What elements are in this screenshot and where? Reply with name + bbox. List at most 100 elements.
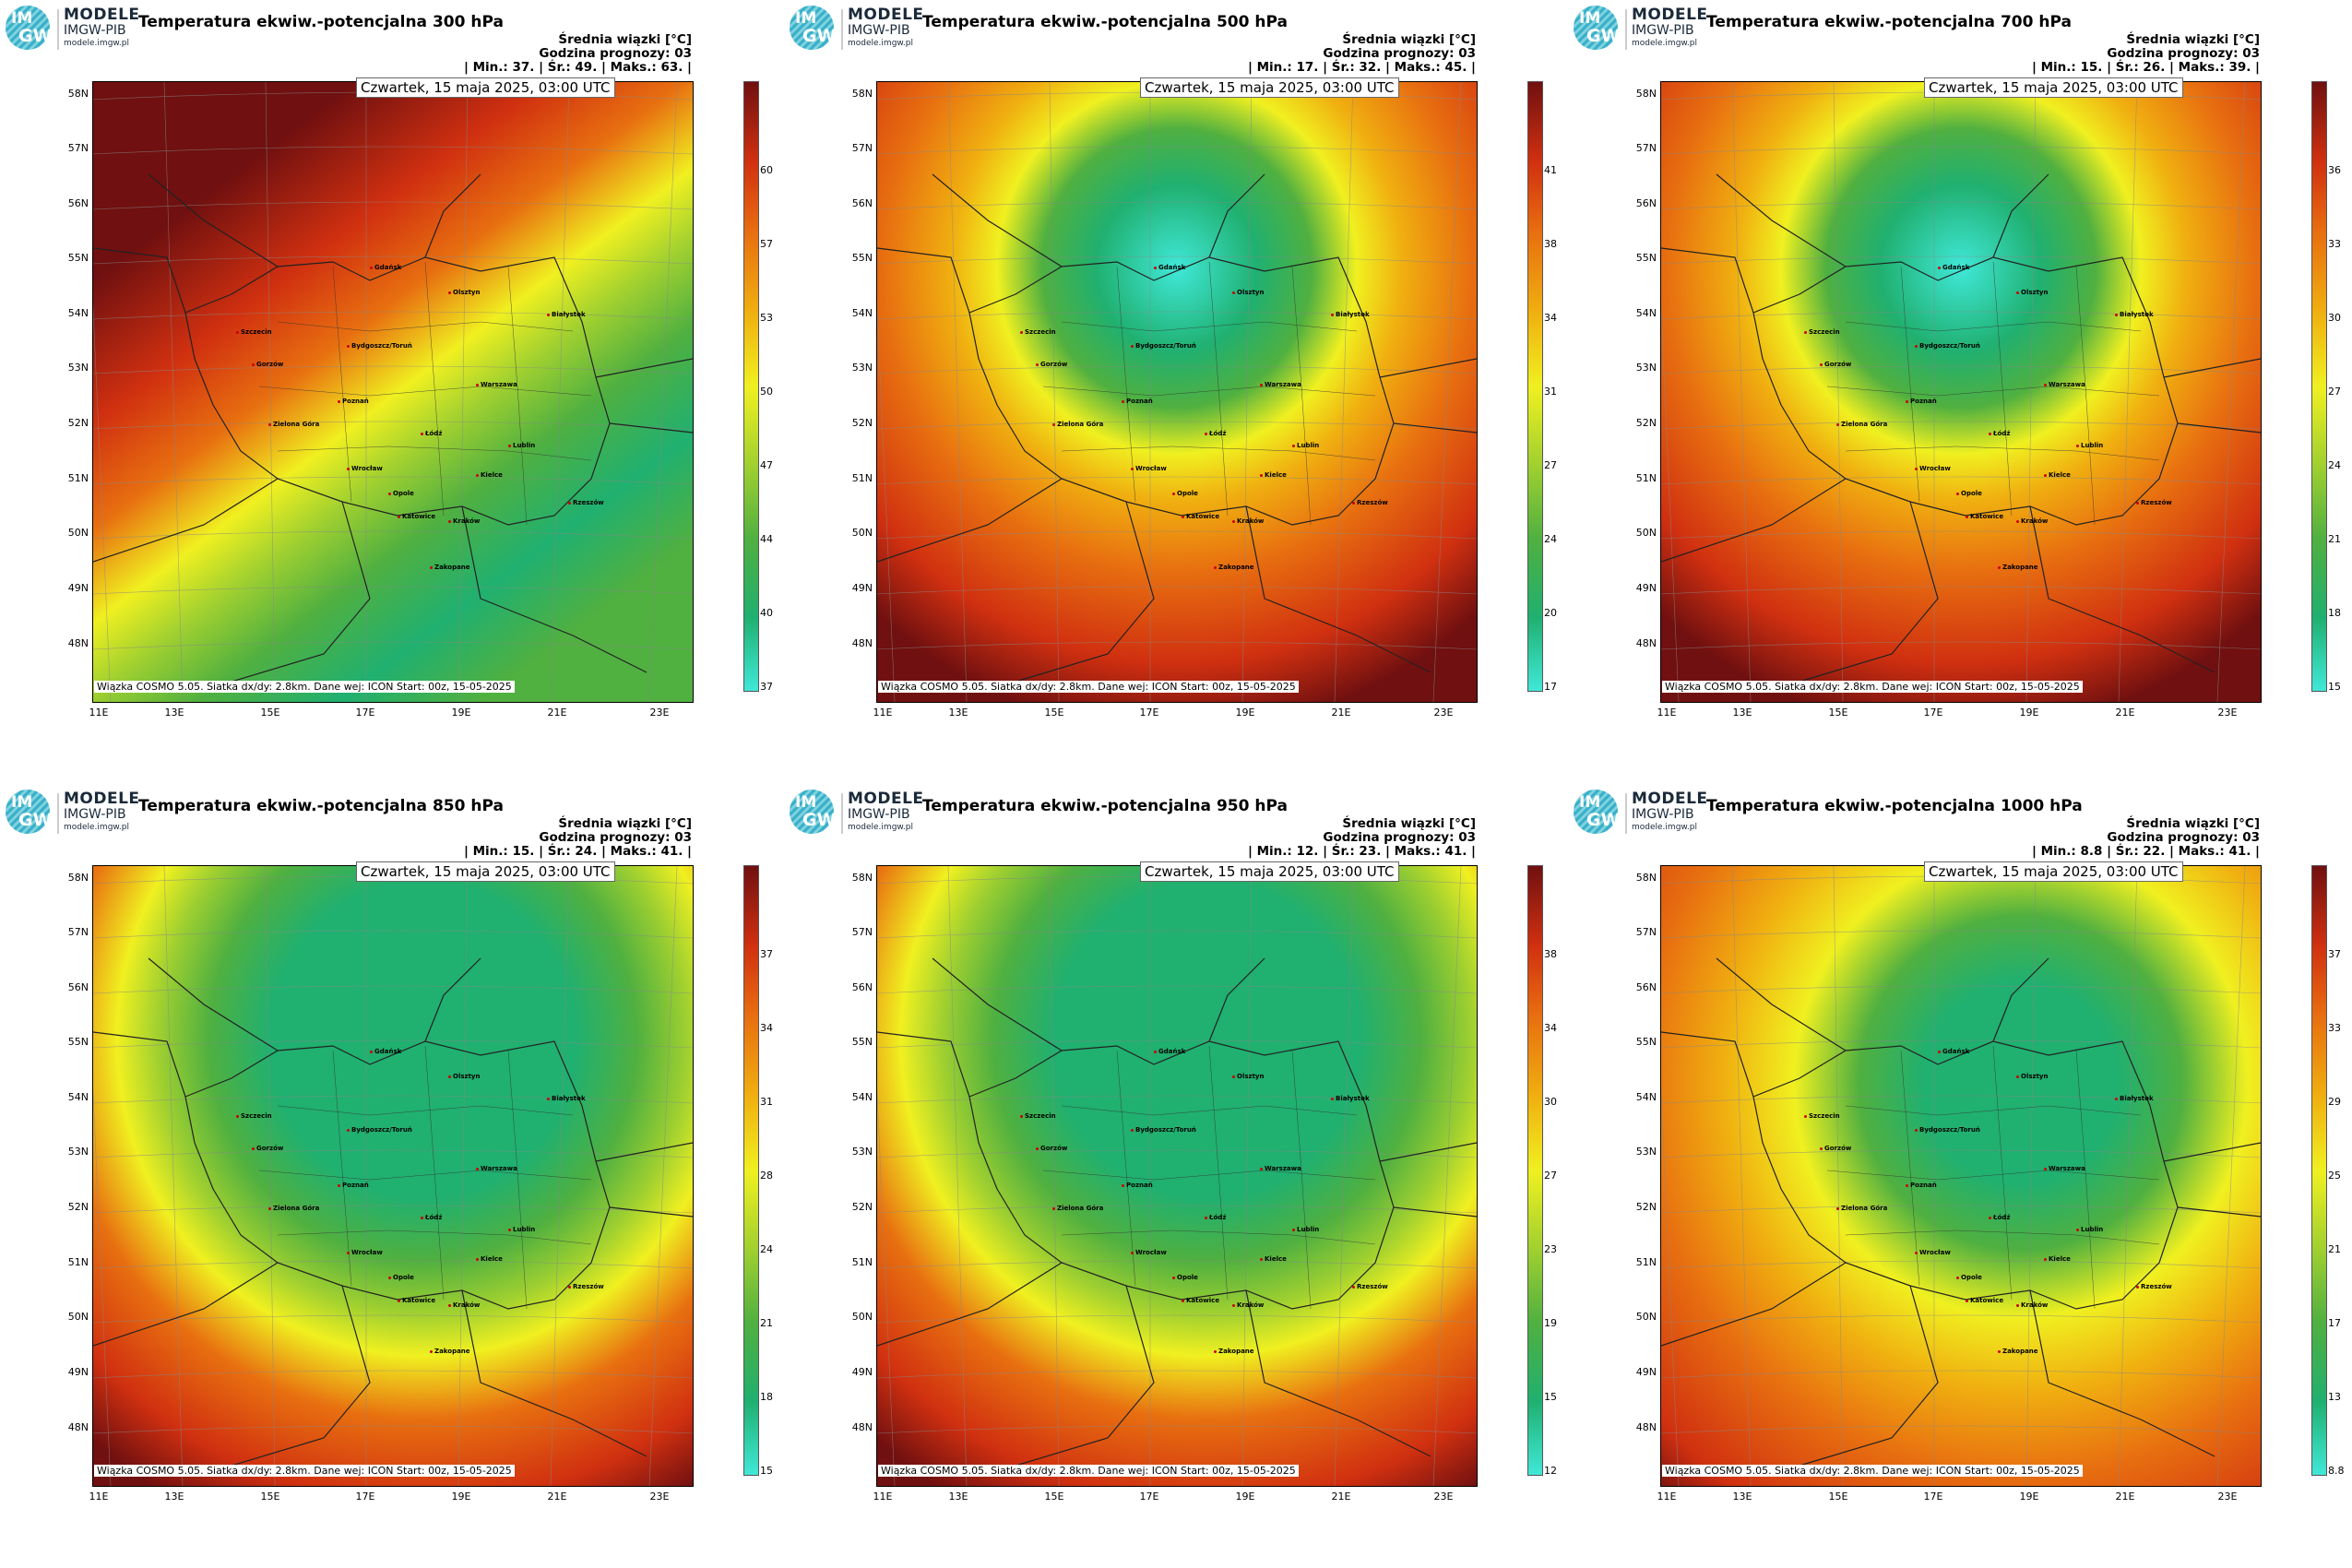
city-label: Kielce — [1260, 471, 1287, 479]
longitude-label: 15E — [260, 707, 280, 719]
temperature-map: Szczecin Gdańsk Olsztyn Białystok Gorzów Bydg… — [92, 865, 694, 1487]
latitude-label: 55N — [851, 252, 873, 264]
voivodeship-borders — [258, 261, 592, 526]
logo-url: modele.imgw.pl — [848, 823, 914, 832]
forecast-hour: Godzina prognozy: 03 — [2107, 46, 2260, 61]
city-label: Gdańsk — [1153, 264, 1186, 271]
city-label: Olsztyn — [1231, 289, 1265, 296]
mean-label: Średnia wiązki [°C] — [558, 32, 692, 47]
latitude-label: 52N — [67, 1201, 89, 1213]
colorbar-label: 21 — [2328, 1243, 2341, 1255]
temperature-map: Szczecin Gdańsk Olsztyn Białystok Gorzów Bydg… — [92, 81, 694, 703]
city-label: Wrocław — [1915, 1249, 1951, 1256]
latitude-label: 50N — [1635, 527, 1657, 539]
panel-title: Temperatura ekwiw.-potencjalna 500 hPa — [922, 13, 1288, 31]
forecast-panel: IM GW MODELE IMGW-PIB modele.imgw.pl Temperat… — [0, 0, 784, 784]
colorbar — [2311, 81, 2327, 692]
colorbar-label: 34 — [1544, 1022, 1557, 1034]
colorbar-label: 13 — [2328, 1391, 2341, 1403]
colorbar-label: 28 — [760, 1170, 773, 1182]
latitude-label: 52N — [851, 417, 873, 429]
latitude-label: 53N — [851, 362, 873, 374]
city-label: Gorzów — [1819, 361, 1852, 368]
latitude-label: 48N — [851, 1421, 873, 1433]
city-label: Szczecin — [1020, 1112, 1056, 1120]
imgw-logo: IM GW MODELE IMGW-PIB modele.imgw.pl — [1574, 790, 1712, 836]
logo-url: modele.imgw.pl — [1632, 823, 1698, 832]
logo-mark: IM GW — [790, 6, 834, 50]
colorbar-label: 38 — [1544, 238, 1557, 250]
city-label: Zielona Góra — [1051, 421, 1104, 428]
city-label: Opole — [1956, 1274, 1982, 1281]
latitude-label: 56N — [851, 981, 873, 993]
colorbar-label: 37 — [760, 681, 773, 693]
longitude-label: 17E — [1923, 1491, 1943, 1503]
longitude-label: 13E — [948, 1491, 968, 1503]
colorbar-label: 53 — [760, 312, 773, 324]
latitude-label: 53N — [67, 362, 89, 374]
city-label: Zielona Góra — [1835, 421, 1888, 428]
graticule — [1661, 866, 2261, 1486]
latitude-label: 52N — [851, 1201, 873, 1213]
city-label: Gdańsk — [1937, 1048, 1970, 1055]
longitude-label: 19E — [2019, 707, 2039, 719]
colorbar-label: 27 — [1544, 1170, 1557, 1182]
city-label: Zakopane — [1214, 1348, 1254, 1355]
logo-separator — [57, 793, 59, 834]
logo-subtitle: IMGW-PIB — [64, 23, 126, 38]
model-footer: Wiązka COSMO 5.05. Siatka dx/dy: 2.8km. … — [94, 1465, 515, 1477]
forecast-hour: Godzina prognozy: 03 — [539, 46, 692, 61]
city-label: Łódź — [1204, 1214, 1227, 1221]
colorbar-label: 60 — [760, 164, 773, 176]
date-label: Czwartek, 15 maja 2025, 03:00 UTC — [1924, 77, 2183, 98]
model-footer: Wiązka COSMO 5.05. Siatka dx/dy: 2.8km. … — [94, 681, 515, 693]
city-label: Zielona Góra — [1051, 1205, 1104, 1212]
longitude-label: 23E — [2217, 1491, 2238, 1503]
map-field — [93, 82, 693, 702]
colorbar-label: 30 — [2328, 312, 2341, 324]
colorbar-label: 37 — [2328, 948, 2341, 960]
longitude-label: 23E — [1433, 1491, 1454, 1503]
city-label: Rzeszów — [1352, 499, 1388, 506]
city-label: Wrocław — [347, 465, 383, 472]
latitude-label: 52N — [1635, 417, 1657, 429]
latitude-label: 49N — [851, 1366, 873, 1378]
colorbar-label: 17 — [1544, 681, 1557, 693]
longitude-label: 11E — [873, 1491, 893, 1503]
logo-mark-top: IM — [1579, 9, 1601, 28]
latitude-label: 51N — [1635, 472, 1657, 484]
city-label: Lublin — [2075, 442, 2104, 449]
city-label: Olsztyn — [2015, 289, 2049, 296]
logo-mark-bottom: GW — [18, 26, 50, 46]
latitude-label: 53N — [67, 1146, 89, 1158]
latitude-label: 54N — [851, 307, 873, 319]
colorbar-label: 34 — [1544, 312, 1557, 324]
city-label: Gdańsk — [1937, 264, 1970, 271]
longitude-label: 19E — [1235, 1491, 1255, 1503]
mean-label: Średnia wiązki [°C] — [1342, 816, 1476, 831]
panel-title: Temperatura ekwiw.-potencjalna 300 hPa — [138, 13, 504, 31]
colorbar-label: 30 — [1544, 1096, 1557, 1108]
logo-mark-bottom: GW — [18, 810, 50, 830]
city-label: Kraków — [1231, 517, 1265, 525]
longitude-label: 11E — [873, 707, 893, 719]
logo-title: MODELE — [1632, 6, 1708, 24]
voivodeship-borders — [258, 1045, 592, 1310]
city-label: Poznań — [338, 1182, 369, 1189]
logo-title: MODELE — [848, 6, 924, 24]
city-label: Lublin — [2075, 1226, 2104, 1233]
city-label: Bydgoszcz/Toruń — [1131, 1126, 1196, 1134]
stats-line: | Min.: 17. | Śr.: 32. | Maks.: 45. | — [1247, 60, 1476, 75]
field-fill — [877, 82, 1477, 702]
city-label: Łódź — [1988, 1214, 2011, 1221]
colorbar-label: 50 — [760, 386, 773, 398]
city-label: Gorzów — [251, 361, 284, 368]
forecast-hour: Godzina prognozy: 03 — [2107, 830, 2260, 845]
voivodeship-borders — [1826, 261, 2160, 526]
logo-mark-top: IM — [11, 793, 33, 812]
mean-label: Średnia wiązki [°C] — [558, 816, 692, 831]
panel-info: Średnia wiązki [°C] Godzina prognozy: 03 |… — [2032, 33, 2260, 75]
latitude-label: 54N — [67, 1091, 89, 1103]
longitude-label: 17E — [1923, 707, 1943, 719]
latitude-label: 58N — [67, 88, 89, 100]
